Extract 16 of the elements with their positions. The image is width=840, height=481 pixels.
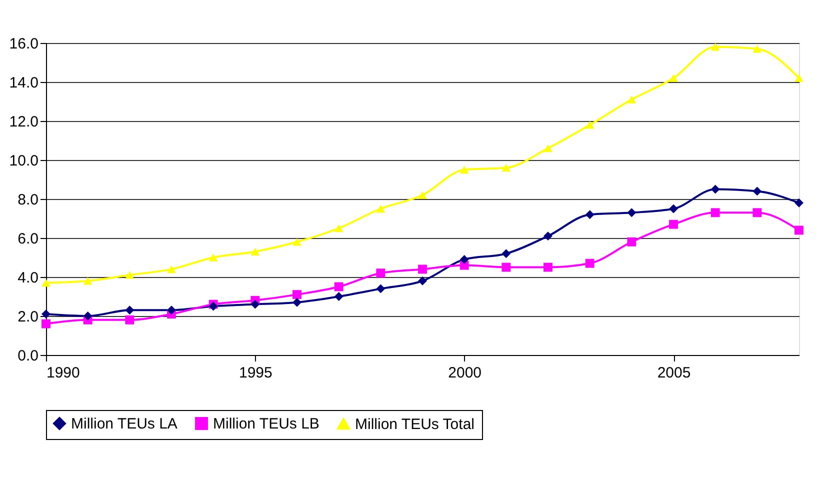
x-tick-label: 2005 — [657, 364, 691, 382]
y-tick-label: 0.0 — [18, 348, 38, 364]
y-tick-label: 14.0 — [9, 74, 38, 92]
y-tick-label: 2.0 — [18, 308, 38, 326]
y-tick-label: 12.0 — [9, 114, 38, 130]
legend-label: Million TEUs LB — [213, 416, 320, 433]
y-tick-label: 10.0 — [9, 152, 38, 170]
x-tick-label: 1990 — [46, 364, 80, 382]
x-tick-label: 2000 — [448, 364, 482, 382]
x-tick-label: 1995 — [238, 364, 272, 382]
y-tick-label: 8.0 — [18, 192, 38, 208]
legend-label: Million TEUs LA — [71, 416, 178, 433]
y-tick-label: 16.0 — [9, 36, 38, 52]
y-tick-label: 6.0 — [18, 230, 38, 248]
legend-label: Million TEUs Total — [355, 416, 474, 433]
y-tick-label: 4.0 — [18, 270, 38, 286]
